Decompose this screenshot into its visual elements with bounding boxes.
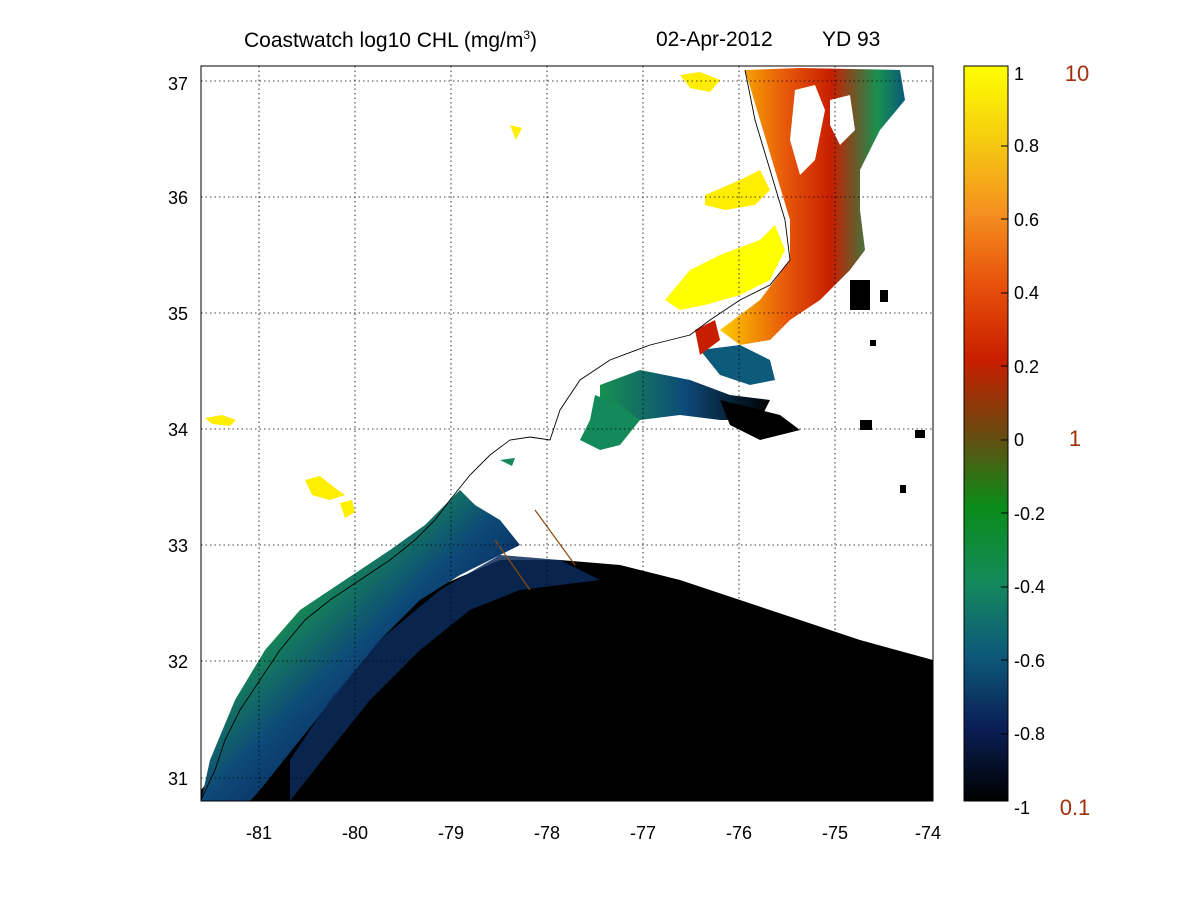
title-text: Coastwatch log10 CHL (mg/m — [244, 29, 524, 52]
colorbar-tick-label: 0.6 — [1014, 210, 1039, 230]
lon-tick-label: -78 — [534, 823, 560, 843]
chart-title: Coastwatch log10 CHL (mg/m3) — [244, 28, 537, 53]
title-superscript: 3 — [523, 28, 531, 42]
colorbar-linear-labels: 10 1 0.1 — [1060, 61, 1091, 820]
lat-tick-label: 35 — [168, 304, 188, 324]
lat-tick-label: 34 — [168, 420, 188, 440]
lon-tick-label: -76 — [726, 823, 752, 843]
lon-tick-label: -77 — [630, 823, 656, 843]
colorbar-tick-label: -0.2 — [1014, 504, 1045, 524]
lon-tick-label: -74 — [915, 823, 941, 843]
lat-tick-label: 37 — [168, 74, 188, 94]
yearday-label: YD 93 — [822, 28, 881, 51]
map-grid — [201, 66, 933, 801]
colorbar-tick-label: 0.2 — [1014, 357, 1039, 377]
lat-axis: 31 32 33 34 35 36 37 — [168, 74, 188, 789]
date-label: 02-Apr-2012 — [656, 28, 773, 51]
inland-lake — [305, 476, 345, 500]
colorbar-labels: 1 0.8 0.6 0.4 0.2 0 -0.2 -0.4 -0.6 -0.8 … — [1014, 64, 1045, 818]
albemarle-sound — [705, 170, 770, 210]
lon-tick-label: -75 — [822, 823, 848, 843]
linear-label-10: 10 — [1065, 61, 1089, 86]
colorbar — [964, 66, 1008, 801]
colorbar-tick-label: -0.6 — [1014, 651, 1045, 671]
lat-tick-label: 32 — [168, 652, 188, 672]
lon-tick-label: -80 — [342, 823, 368, 843]
colorbar-tick-label: -1 — [1014, 798, 1030, 818]
title-text-end: ) — [530, 29, 538, 52]
colorbar-tick-label: 0.4 — [1014, 283, 1039, 303]
coastline — [201, 69, 791, 801]
north-shelf-bloom — [720, 68, 905, 345]
colorbar-tick-label: -0.8 — [1014, 724, 1045, 744]
lat-tick-label: 36 — [168, 188, 188, 208]
pamlico-sound — [665, 225, 785, 310]
colorbar-tick-label: 1 — [1014, 64, 1024, 84]
map-frame — [200, 65, 934, 802]
colorbar-tick-label: -0.4 — [1014, 577, 1045, 597]
colorbar-ticks — [1001, 145, 1008, 735]
lat-tick-label: 33 — [168, 536, 188, 556]
linear-label-0-1: 0.1 — [1060, 795, 1091, 820]
lon-tick-label: -79 — [438, 823, 464, 843]
south-shelf-bloom — [201, 490, 520, 801]
lat-tick-label: 31 — [168, 769, 188, 789]
chlorophyll-map — [201, 66, 933, 801]
colorbar-tick-label: 0 — [1014, 430, 1024, 450]
colorbar-tick-label: 0.8 — [1014, 136, 1039, 156]
lon-tick-label: -81 — [246, 823, 272, 843]
lon-axis: -81 -80 -79 -78 -77 -76 -75 -74 — [246, 823, 941, 843]
linear-label-1: 1 — [1069, 426, 1081, 451]
